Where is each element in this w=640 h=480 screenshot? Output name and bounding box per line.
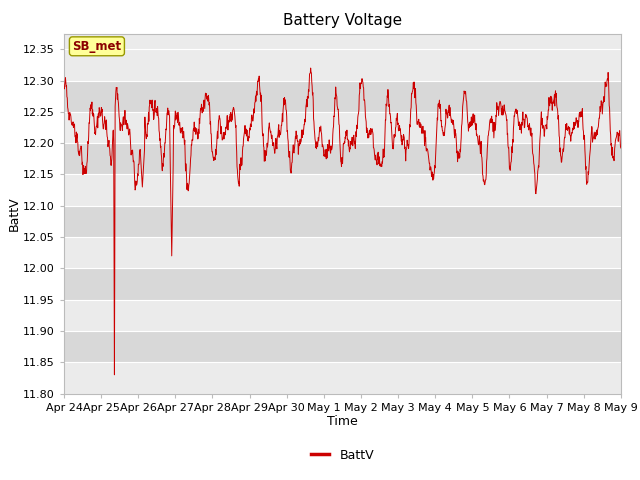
Bar [64, 362, 621, 394]
X-axis label: Time: Time [327, 415, 358, 429]
Bar [64, 331, 621, 362]
Bar [64, 112, 621, 143]
Bar [64, 81, 621, 112]
Title: Battery Voltage: Battery Voltage [283, 13, 402, 28]
Bar [64, 300, 621, 331]
Bar [64, 206, 621, 237]
Bar [64, 174, 621, 206]
Y-axis label: BattV: BattV [7, 196, 20, 231]
Bar [64, 237, 621, 268]
Legend: BattV: BattV [306, 444, 379, 467]
Bar [64, 143, 621, 174]
Text: SB_met: SB_met [72, 40, 122, 53]
Bar [64, 268, 621, 300]
Bar [64, 49, 621, 81]
